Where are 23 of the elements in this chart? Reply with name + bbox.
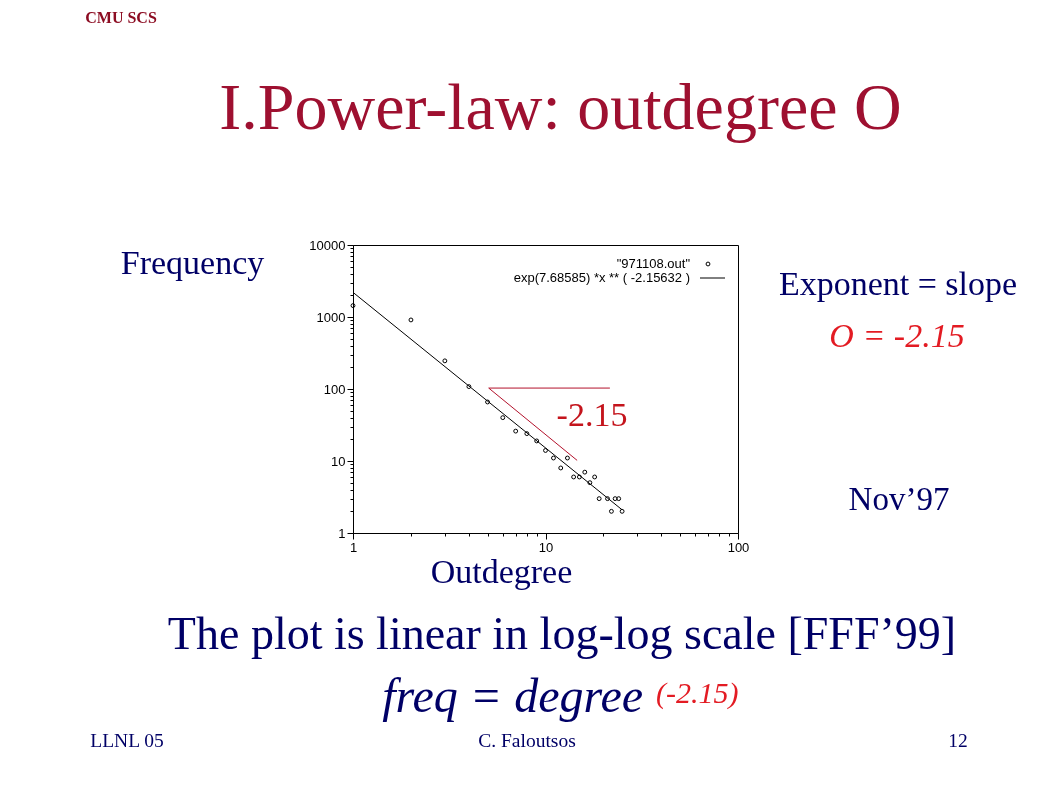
x-tick-label: 10	[538, 539, 554, 555]
y-tick-label: 100	[323, 381, 346, 397]
text: Nov’97	[848, 481, 950, 517]
x-tick-label: 1	[349, 539, 358, 555]
text: Exponent = slope	[778, 265, 1018, 302]
text: O = -2.15	[829, 317, 965, 354]
text: The plot is linear in log-log scale [FFF’99]	[167, 608, 957, 659]
y-axis-title: Frequency	[120, 243, 265, 281]
x-tick-label: 100	[727, 539, 750, 555]
y-tick-label: 10000	[309, 237, 346, 253]
annotation: -2.15	[556, 396, 628, 433]
x-axis-title: Outdegree	[430, 552, 573, 590]
text: LLNL 05	[90, 730, 164, 751]
legend-label: "971108.out"	[616, 256, 691, 271]
text: CMU SCS	[85, 9, 157, 26]
y-tick-label: 10	[331, 453, 346, 469]
y-tick-label: 1	[338, 525, 346, 541]
text: freq = degree (-2.15)	[382, 669, 739, 722]
chart-title: I.Power-law: outdegree O	[219, 70, 902, 143]
text: 12	[948, 730, 968, 751]
text: C. Faloutsos	[478, 730, 576, 751]
legend-label: exp(7.68585) *x ** ( -2.15632 )	[513, 270, 690, 285]
y-tick-label: 1000	[316, 309, 346, 325]
